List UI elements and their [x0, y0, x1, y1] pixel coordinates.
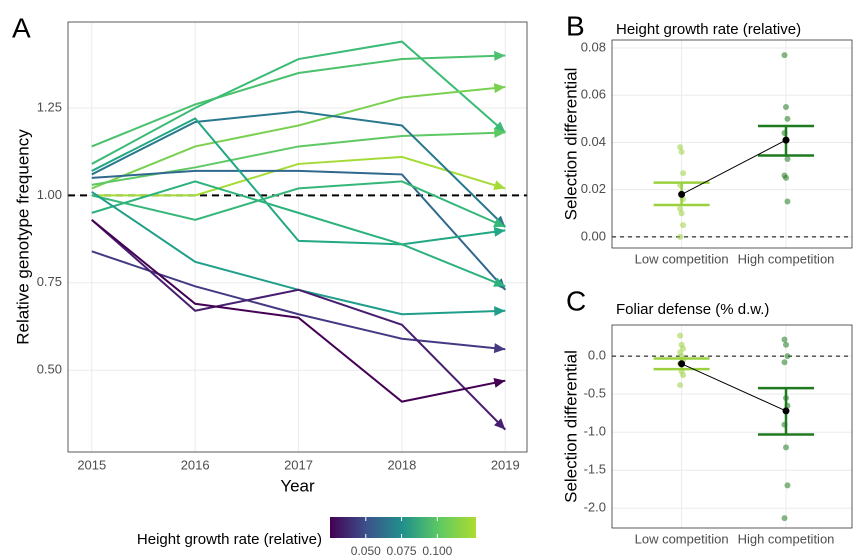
y-tick-label: 0.02: [581, 181, 606, 196]
series-line: [91, 40, 506, 165]
y-axis-title: Selection differential: [561, 68, 580, 221]
x-tick-label: Low competition: [635, 531, 729, 546]
y-axis-title: Selection differential: [561, 350, 580, 503]
series-line: [91, 155, 506, 197]
x-tick-label: High competition: [738, 251, 835, 266]
data-point: [677, 382, 684, 389]
y-tick-label: 0.04: [581, 134, 606, 149]
arrowhead: [493, 343, 506, 354]
plot-border: [611, 39, 853, 249]
series-line: [91, 180, 506, 288]
series-line: [91, 110, 506, 228]
series-line: [91, 117, 506, 246]
data-point: [680, 222, 687, 229]
x-tick-label: Low competition: [635, 251, 729, 266]
arrowhead: [494, 127, 506, 138]
data-point: [677, 144, 684, 151]
mean-line: [681, 363, 787, 412]
x-tick-label: 2019: [491, 457, 520, 472]
panel-letter: A: [12, 12, 31, 43]
mean-line: [681, 139, 787, 195]
series-line: [91, 219, 506, 403]
x-tick-label: 2018: [387, 457, 416, 472]
data-point: [784, 353, 791, 360]
mean-point: [678, 190, 686, 198]
y-tick-label: -1.0: [584, 424, 606, 439]
data-point: [781, 52, 788, 59]
data-point: [784, 115, 791, 122]
y-tick-label: 1.25: [37, 99, 62, 114]
y-tick-label: 0.08: [581, 39, 606, 54]
data-point: [677, 205, 684, 212]
series-line: [91, 219, 507, 431]
arrowhead: [494, 306, 506, 317]
y-tick-label: 0.00: [581, 228, 606, 243]
mean-point: [678, 360, 686, 368]
arrowhead: [493, 377, 506, 388]
y-tick-label: -2.0: [584, 500, 606, 515]
colorbar-tick-label: 0.075: [387, 544, 417, 558]
series-line: [91, 180, 506, 228]
data-point: [784, 155, 791, 162]
arrowhead: [494, 418, 506, 430]
y-tick-label: 0.0: [588, 348, 606, 363]
data-point: [784, 482, 791, 489]
arrowhead: [493, 226, 506, 237]
data-point: [783, 341, 789, 348]
colorbar-tick-label: 0.050: [351, 544, 381, 558]
x-tick-label: 2015: [77, 457, 106, 472]
y-tick-label: 1.00: [37, 187, 62, 202]
data-point: [678, 148, 685, 155]
data-point: [677, 332, 684, 339]
plot-border: [67, 21, 528, 453]
arrowhead: [493, 83, 506, 94]
y-tick-label: 0.75: [37, 274, 62, 289]
plot-border: [611, 324, 853, 529]
arrowhead: [494, 50, 506, 61]
data-point: [680, 170, 687, 177]
plot-background: [612, 325, 852, 528]
panel-title: Foliar defense (% d.w.): [616, 301, 769, 318]
y-tick-label: 0.50: [37, 362, 62, 377]
data-point: [677, 233, 684, 240]
colorbar-title: Height growth rate (relative): [137, 531, 322, 548]
plot-background: [612, 40, 852, 248]
data-point: [783, 104, 789, 111]
y-tick-label: -1.5: [584, 462, 606, 477]
series-line: [91, 169, 507, 291]
panel-title: Height growth rate (relative): [616, 21, 801, 38]
colorbar-tick-label: 0.100: [422, 544, 452, 558]
data-point: [680, 372, 687, 379]
data-point: [678, 210, 685, 217]
data-point: [783, 174, 789, 181]
x-tick-label: High competition: [738, 531, 835, 546]
x-axis-title: Year: [280, 476, 315, 495]
arrowhead: [493, 180, 506, 190]
data-point: [781, 336, 788, 343]
x-tick-label: 2017: [284, 457, 313, 472]
arrowhead: [493, 277, 506, 287]
y-tick-label: -0.5: [584, 386, 606, 401]
series-line: [91, 54, 506, 148]
data-point: [784, 198, 791, 205]
mean-point: [782, 136, 790, 144]
y-tick-label: 0.06: [581, 87, 606, 102]
data-point: [781, 359, 788, 366]
arrowhead: [493, 217, 506, 228]
x-tick-label: 2016: [181, 457, 210, 472]
data-point: [781, 515, 788, 522]
series-line: [91, 86, 506, 190]
panel-letter: B: [566, 10, 585, 41]
colorbar: [330, 517, 476, 538]
y-axis-title: Relative genotype frequency: [13, 129, 32, 345]
panel-letter: C: [566, 285, 586, 316]
data-point: [783, 444, 789, 451]
mean-point: [782, 407, 790, 415]
